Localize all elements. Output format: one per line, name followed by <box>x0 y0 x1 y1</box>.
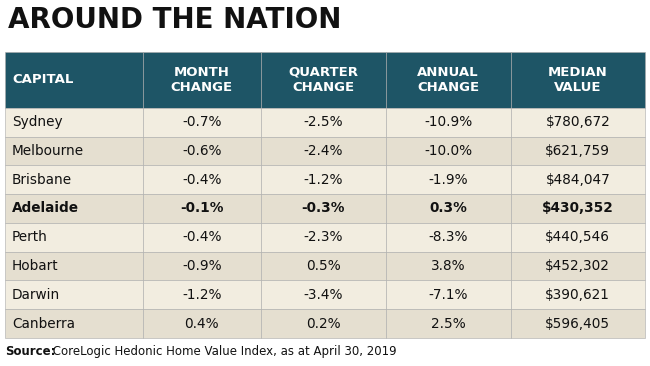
Bar <box>5 137 142 165</box>
Bar <box>261 280 386 309</box>
Bar <box>261 194 386 223</box>
Text: 0.2%: 0.2% <box>306 317 341 330</box>
Text: CoreLogic Hedonic Home Value Index, as at April 30, 2019: CoreLogic Hedonic Home Value Index, as a… <box>49 345 396 358</box>
Bar <box>511 137 645 165</box>
Bar <box>142 194 261 223</box>
Text: $596,405: $596,405 <box>545 317 610 330</box>
Bar <box>142 252 261 280</box>
Text: $780,672: $780,672 <box>545 115 610 129</box>
Bar <box>142 137 261 165</box>
Text: -3.4%: -3.4% <box>304 288 343 302</box>
Bar <box>5 165 142 194</box>
Bar <box>5 108 142 137</box>
Bar <box>5 223 142 252</box>
Text: Perth: Perth <box>12 230 48 244</box>
Bar <box>386 108 511 137</box>
Text: -8.3%: -8.3% <box>428 230 468 244</box>
Text: 0.3%: 0.3% <box>430 202 467 216</box>
Text: 0.4%: 0.4% <box>185 317 219 330</box>
Bar <box>511 223 645 252</box>
Text: -0.4%: -0.4% <box>182 173 222 187</box>
Text: -0.6%: -0.6% <box>182 144 222 158</box>
Text: -2.3%: -2.3% <box>304 230 343 244</box>
Bar <box>386 52 511 108</box>
Bar <box>511 309 645 338</box>
Text: -0.3%: -0.3% <box>302 202 345 216</box>
Bar <box>142 309 261 338</box>
Text: $440,546: $440,546 <box>545 230 610 244</box>
Text: Source:: Source: <box>5 345 55 358</box>
Text: -1.9%: -1.9% <box>428 173 468 187</box>
Bar <box>142 108 261 137</box>
Bar <box>142 165 261 194</box>
Bar <box>386 280 511 309</box>
Text: Darwin: Darwin <box>12 288 60 302</box>
Bar <box>386 252 511 280</box>
Text: $452,302: $452,302 <box>545 259 610 273</box>
Bar <box>5 280 142 309</box>
Bar <box>261 309 386 338</box>
Bar <box>5 252 142 280</box>
Text: Melbourne: Melbourne <box>12 144 84 158</box>
Bar <box>5 194 142 223</box>
Bar <box>261 52 386 108</box>
Text: CAPITAL: CAPITAL <box>12 74 73 86</box>
Bar <box>511 165 645 194</box>
Bar <box>261 137 386 165</box>
Bar <box>261 165 386 194</box>
Text: -1.2%: -1.2% <box>182 288 222 302</box>
Bar <box>5 52 142 108</box>
Bar <box>261 223 386 252</box>
Text: -0.9%: -0.9% <box>182 259 222 273</box>
Text: Brisbane: Brisbane <box>12 173 72 187</box>
Text: MONTH
CHANGE: MONTH CHANGE <box>171 66 233 94</box>
Text: QUARTER
CHANGE: QUARTER CHANGE <box>289 66 358 94</box>
Bar <box>261 252 386 280</box>
Bar <box>511 52 645 108</box>
Bar <box>511 280 645 309</box>
Text: 0.5%: 0.5% <box>306 259 341 273</box>
Bar <box>511 252 645 280</box>
Bar <box>386 137 511 165</box>
Text: MEDIAN
VALUE: MEDIAN VALUE <box>548 66 608 94</box>
Bar <box>511 194 645 223</box>
Bar <box>386 223 511 252</box>
Text: $390,621: $390,621 <box>545 288 610 302</box>
Text: AROUND THE NATION: AROUND THE NATION <box>8 6 341 34</box>
Bar <box>386 165 511 194</box>
Text: -7.1%: -7.1% <box>428 288 468 302</box>
Text: -0.4%: -0.4% <box>182 230 222 244</box>
Text: -0.7%: -0.7% <box>182 115 222 129</box>
Bar <box>261 108 386 137</box>
Text: -2.4%: -2.4% <box>304 144 343 158</box>
Text: 2.5%: 2.5% <box>431 317 465 330</box>
Text: $621,759: $621,759 <box>545 144 610 158</box>
Bar <box>511 108 645 137</box>
Text: -0.1%: -0.1% <box>180 202 224 216</box>
Bar <box>5 309 142 338</box>
Text: 3.8%: 3.8% <box>431 259 465 273</box>
Text: $430,352: $430,352 <box>542 202 614 216</box>
Bar <box>142 280 261 309</box>
Text: Sydney: Sydney <box>12 115 62 129</box>
Text: -2.5%: -2.5% <box>304 115 343 129</box>
Bar <box>386 309 511 338</box>
Text: -1.2%: -1.2% <box>304 173 343 187</box>
Text: -10.9%: -10.9% <box>424 115 473 129</box>
Bar <box>386 194 511 223</box>
Text: $484,047: $484,047 <box>545 173 610 187</box>
Text: ANNUAL
CHANGE: ANNUAL CHANGE <box>417 66 479 94</box>
Text: Canberra: Canberra <box>12 317 75 330</box>
Text: Hobart: Hobart <box>12 259 58 273</box>
Bar <box>142 223 261 252</box>
Bar <box>142 52 261 108</box>
Text: -10.0%: -10.0% <box>424 144 473 158</box>
Text: Adelaide: Adelaide <box>12 202 79 216</box>
